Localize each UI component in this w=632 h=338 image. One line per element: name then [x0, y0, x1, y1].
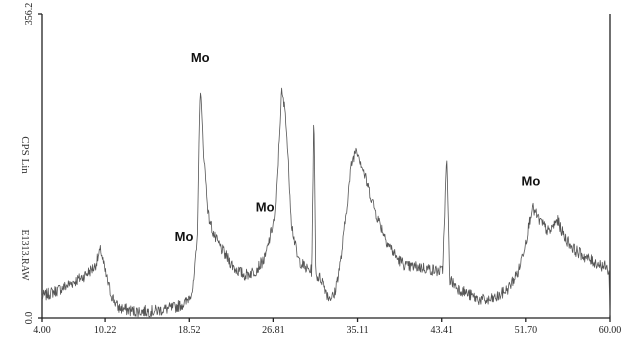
peak-annotation: Mo — [175, 229, 194, 244]
axes — [41, 14, 611, 319]
x-tick-label: 60.00 — [599, 325, 622, 336]
x-tick-labels: 4.00 10.22 18.52 26.81 35.11 43.41 51.70 60.00 — [33, 318, 621, 336]
x-tick-label: 51.70 — [515, 325, 538, 336]
x-tick-label: 26.81 — [262, 325, 285, 336]
y-tick-label: 0.0 — [24, 312, 35, 325]
y-axis-label: CPS Lin — [19, 136, 31, 174]
x-tick-label: 10.22 — [94, 325, 117, 336]
y-tick-label: 356.2 — [24, 3, 35, 26]
annotations: Mo Mo Mo Mo — [175, 50, 541, 244]
x-tick-label: 18.52 — [178, 325, 201, 336]
x-tick-label: 4.00 — [33, 325, 51, 336]
peak-annotation: Mo — [191, 50, 210, 65]
y-tick-labels: 0.0 356.2 — [24, 3, 42, 325]
peak-annotation: Mo — [256, 199, 275, 214]
series-line-0 — [41, 87, 611, 318]
file-label: E1313.RAW — [19, 229, 30, 281]
peak-annotation: Mo — [521, 174, 540, 189]
x-tick-label: 35.11 — [346, 325, 368, 336]
series-group — [41, 87, 611, 318]
x-tick-label: 43.41 — [430, 325, 453, 336]
